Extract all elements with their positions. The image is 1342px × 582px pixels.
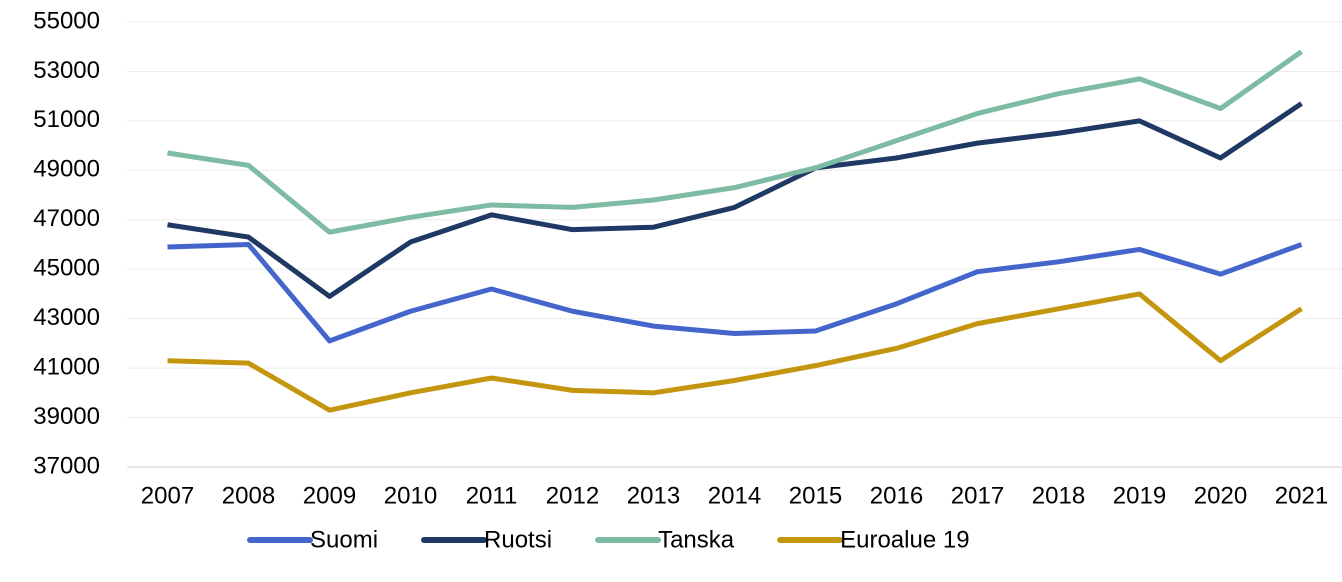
legend-label: Suomi — [310, 526, 378, 553]
x-tick-label: 2020 — [1194, 482, 1247, 509]
y-tick-label: 37000 — [33, 452, 100, 479]
y-tick-label: 43000 — [33, 304, 100, 331]
y-tick-label: 45000 — [33, 255, 100, 282]
line-series — [167, 101, 1303, 299]
line-series — [167, 49, 1303, 235]
x-tick-label: 2021 — [1275, 482, 1328, 509]
legend-label: Ruotsi — [484, 526, 552, 553]
y-tick-label: 39000 — [33, 403, 100, 430]
y-tick-label: 55000 — [33, 7, 100, 34]
line-series — [167, 291, 1303, 413]
x-tick-label: 2019 — [1113, 482, 1166, 509]
y-tick-label: 41000 — [33, 353, 100, 380]
x-tick-label: 2011 — [466, 482, 518, 509]
x-tick-label: 2017 — [951, 482, 1004, 509]
x-tick-label: 2016 — [870, 482, 923, 509]
y-tick-label: 53000 — [33, 57, 100, 84]
y-tick-label: 49000 — [33, 156, 100, 183]
x-tick-label: 2008 — [222, 482, 275, 509]
x-tick-label: 2015 — [789, 482, 842, 509]
x-tick-label: 2009 — [303, 482, 356, 509]
line-series — [167, 242, 1303, 344]
x-tick-label: 2014 — [708, 482, 761, 509]
y-tick-label: 47000 — [33, 205, 100, 232]
y-tick-label: 51000 — [33, 106, 100, 133]
x-tick-label: 2013 — [627, 482, 680, 509]
x-tick-label: 2010 — [384, 482, 437, 509]
x-tick-label: 2007 — [141, 482, 194, 509]
legend-label: Tanska — [658, 526, 735, 553]
x-tick-label: 2012 — [546, 482, 599, 509]
legend-label: Euroalue 19 — [840, 526, 969, 553]
x-tick-label: 2018 — [1032, 482, 1085, 509]
